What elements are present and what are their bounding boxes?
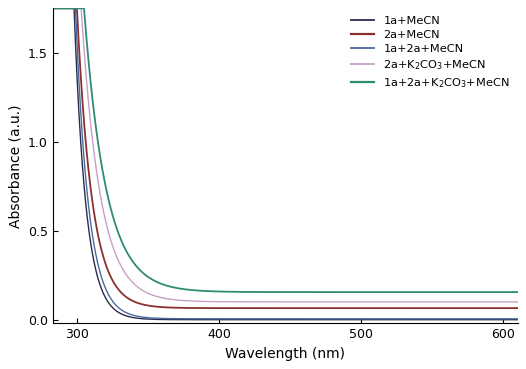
Legend: 1a+MeCN, 2a+MeCN, 1a+2a+MeCN, 2a+K$_2$CO$_3$+MeCN, 1a+2a+K$_2$CO$_3$+MeCN: 1a+MeCN, 2a+MeCN, 1a+2a+MeCN, 2a+K$_2$CO… xyxy=(347,12,514,94)
Y-axis label: Absorbance (a.u.): Absorbance (a.u.) xyxy=(8,104,22,228)
X-axis label: Wavelength (nm): Wavelength (nm) xyxy=(225,346,345,361)
